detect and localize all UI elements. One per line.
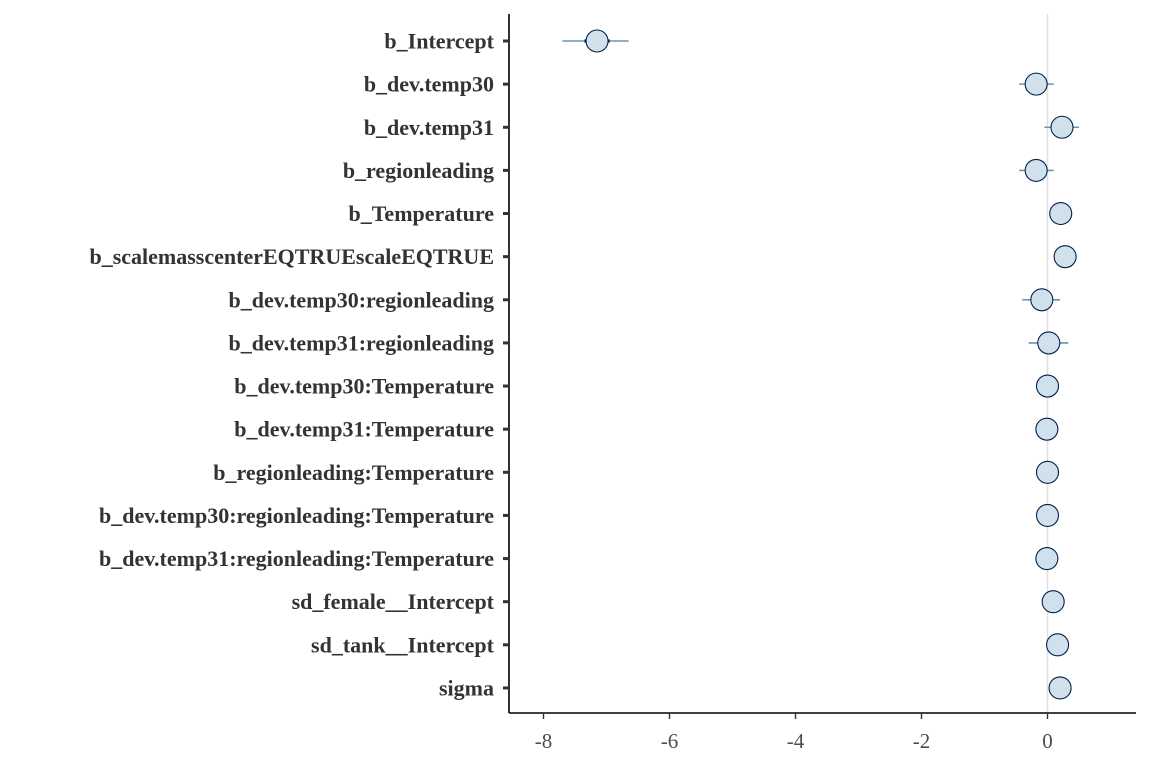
parameter-label: b_dev.temp30	[364, 72, 494, 97]
parameter-label: b_dev.temp31:regionleading:Temperature	[99, 546, 494, 571]
point-estimate	[1053, 245, 1077, 269]
x-tick-label: -8	[535, 729, 553, 753]
parameter-label: sigma	[439, 675, 494, 700]
point-estimate	[1049, 201, 1073, 226]
parameter-label: sd_female__Intercept	[292, 589, 495, 614]
parameter-label: b_dev.temp30:Temperature	[234, 374, 494, 399]
point-estimate	[1035, 547, 1059, 571]
point-estimate	[1024, 72, 1048, 96]
point-estimate	[1050, 115, 1074, 139]
point-estimate	[585, 29, 609, 53]
x-tick-label: -4	[787, 729, 805, 753]
parameter-label: sd_tank__Intercept	[311, 632, 495, 657]
point-estimate	[1037, 331, 1061, 355]
parameter-label: b_dev.temp30:regionleading	[229, 287, 494, 312]
parameter-label: b_dev.temp31:Temperature	[234, 417, 494, 442]
point-estimate	[1024, 158, 1048, 182]
point-estimate	[1035, 503, 1060, 527]
parameter-label: b_dev.temp31:regionleading	[229, 330, 494, 355]
parameter-label: b_Temperature	[349, 201, 495, 226]
x-tick-label: -6	[661, 729, 679, 753]
point-estimate	[1048, 676, 1072, 700]
parameter-label: b_Intercept	[384, 29, 494, 54]
point-estimate	[1046, 633, 1070, 657]
parameter-label: b_dev.temp30:regionleading:Temperature	[99, 503, 494, 528]
parameter-label: b_regionleading:Temperature	[213, 460, 494, 485]
x-tick-label: -2	[913, 729, 931, 753]
point-estimate	[1030, 288, 1054, 312]
parameter-label: b_regionleading	[343, 158, 494, 183]
point-estimate	[1035, 417, 1059, 441]
parameter-label: b_dev.temp31	[364, 115, 494, 140]
point-estimate	[1035, 374, 1060, 398]
point-estimate	[1041, 590, 1065, 614]
x-tick-label: 0	[1042, 729, 1053, 753]
point-estimate	[1035, 460, 1060, 484]
parameter-label: b_scalemasscenterEQTRUEscaleEQTRUE	[89, 244, 494, 269]
